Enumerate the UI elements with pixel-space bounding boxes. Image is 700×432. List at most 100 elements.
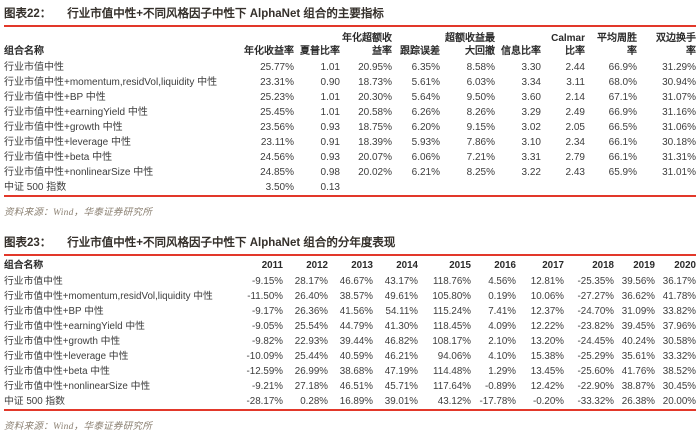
value-cell: 18.39% bbox=[358, 137, 392, 148]
value-cell: 3.02 bbox=[521, 122, 541, 133]
value-cell: 115.24% bbox=[433, 306, 471, 317]
value-cell: 1.01 bbox=[320, 92, 340, 103]
portfolio-name-cell: 行业市值中性+momentum,residVol,liquidity 中性 bbox=[4, 291, 213, 302]
table-row: 行业市值中性+leverage 中性 23.11% 0.91 18.39% 5.93% 7… bbox=[4, 135, 696, 150]
value-cell: 20.58% bbox=[358, 107, 392, 118]
column-header: 信息比率 bbox=[501, 46, 541, 57]
table-row: 行业市值中性+earningYield 中性 -9.05% 25.54% 44.79%… bbox=[4, 319, 696, 334]
value-cell: 0.91 bbox=[320, 137, 340, 148]
table-row: 中证 500 指数 -28.17% 0.28% 16.89% 39.01% 43.12% -… bbox=[4, 394, 696, 409]
value-cell: 5.93% bbox=[411, 137, 440, 148]
value-cell: 38.68% bbox=[339, 366, 373, 377]
table-row: 行业市值中性+leverage 中性 -10.09% 25.44% 40.59% 46.… bbox=[4, 349, 696, 364]
portfolio-name-cell: 行业市值中性+leverage 中性 bbox=[4, 137, 131, 148]
yearly-table-head: 组合名称 2011 2012 2013 2014 2015 2016 2017 2018 2019… bbox=[4, 258, 696, 274]
value-cell: 35.61% bbox=[621, 351, 655, 362]
value-cell: 26.36% bbox=[294, 306, 328, 317]
yearly-table-body: 行业市值中性 -9.15% 28.17% 46.67% 43.17% 118.76% 4.5… bbox=[4, 274, 696, 409]
column-header: 2012 bbox=[306, 260, 328, 271]
value-cell: 3.11 bbox=[566, 77, 585, 88]
red-divider-top-23 bbox=[4, 254, 696, 256]
figure-23-title: 图表23： 行业市值中性+不同风格因子中性下 AlphaNet 组合的分年度表现 bbox=[4, 236, 696, 254]
figure-22: 图表22： 行业市值中性+不同风格因子中性下 AlphaNet 组合的主要指标 … bbox=[4, 7, 696, 218]
value-cell: 3.10 bbox=[521, 137, 541, 148]
value-cell: 0.28% bbox=[300, 396, 328, 407]
column-header: 2015 bbox=[449, 260, 471, 271]
column-header: 2016 bbox=[494, 260, 516, 271]
value-cell: 44.79% bbox=[339, 321, 373, 332]
value-cell: 15.38% bbox=[530, 351, 564, 362]
value-cell: 68.0% bbox=[608, 77, 637, 88]
value-cell: 12.42% bbox=[530, 381, 564, 392]
value-cell: 0.13 bbox=[320, 182, 340, 193]
source-note-22: 资料来源：Wind，华泰证券研究所 bbox=[4, 208, 153, 218]
value-cell: 54.11% bbox=[385, 306, 419, 317]
value-cell: 43.12% bbox=[437, 396, 471, 407]
value-cell: 114.48% bbox=[433, 366, 471, 377]
value-cell: 5.64% bbox=[411, 92, 440, 103]
portfolio-name-cell: 行业市值中性+earningYield 中性 bbox=[4, 321, 145, 332]
value-cell: 8.58% bbox=[466, 62, 495, 73]
value-cell: 16.89% bbox=[339, 396, 373, 407]
value-cell: 7.86% bbox=[466, 137, 495, 148]
value-cell: 43.17% bbox=[384, 276, 418, 287]
portfolio-name-cell: 行业市值中性+nonlinearSize 中性 bbox=[4, 381, 151, 392]
value-cell: 26.40% bbox=[294, 291, 328, 302]
value-cell: 39.56% bbox=[621, 276, 655, 287]
value-cell: -9.21% bbox=[251, 381, 283, 392]
value-cell: -12.59% bbox=[246, 366, 284, 377]
value-cell: 7.21% bbox=[466, 152, 495, 163]
column-header: 平均周胜 率 bbox=[597, 33, 637, 57]
value-cell: 0.93 bbox=[320, 122, 340, 133]
value-cell: 3.50% bbox=[265, 182, 294, 193]
value-cell bbox=[495, 180, 541, 195]
value-cell: -25.35% bbox=[577, 276, 615, 287]
value-cell: -0.89% bbox=[484, 381, 516, 392]
value-cell: 26.38% bbox=[621, 396, 655, 407]
value-cell: 31.01% bbox=[662, 167, 696, 178]
portfolio-name-cell: 行业市值中性+beta 中性 bbox=[4, 152, 113, 163]
value-cell bbox=[585, 180, 637, 195]
value-cell: 31.06% bbox=[662, 122, 696, 133]
value-cell bbox=[440, 180, 495, 195]
value-cell bbox=[637, 180, 696, 195]
column-header: 组合名称 bbox=[4, 46, 44, 57]
column-header: 夏普比率 bbox=[300, 46, 340, 57]
value-cell: 25.54% bbox=[294, 321, 328, 332]
column-header: 2020 bbox=[674, 260, 696, 271]
portfolio-name-cell: 行业市值中性+growth 中性 bbox=[4, 336, 121, 347]
table-row: 行业市值中性+nonlinearSize 中性 -9.21% 27.18% 46.51… bbox=[4, 379, 696, 394]
value-cell: -28.17% bbox=[246, 396, 284, 407]
value-cell: 5.61% bbox=[411, 77, 440, 88]
value-cell: 31.16% bbox=[662, 107, 696, 118]
value-cell: 36.17% bbox=[662, 276, 696, 287]
value-cell: 46.51% bbox=[339, 381, 373, 392]
value-cell: 49.61% bbox=[384, 291, 418, 302]
value-cell: 41.78% bbox=[662, 291, 696, 302]
value-cell: 6.35% bbox=[411, 62, 440, 73]
value-cell: -9.82% bbox=[251, 336, 283, 347]
value-cell: -27.27% bbox=[577, 291, 615, 302]
value-cell: 24.85% bbox=[260, 167, 294, 178]
value-cell: 13.45% bbox=[530, 366, 564, 377]
value-cell: 8.26% bbox=[466, 107, 495, 118]
value-cell: 46.67% bbox=[339, 276, 373, 287]
header-row: 组合名称 2011 2012 2013 2014 2015 2016 2017 2018 2019… bbox=[4, 258, 696, 274]
portfolio-name-cell: 行业市值中性 bbox=[4, 62, 64, 73]
value-cell: 25.23% bbox=[260, 92, 294, 103]
column-header: 2019 bbox=[633, 260, 655, 271]
value-cell: -0.20% bbox=[532, 396, 564, 407]
value-cell: -24.45% bbox=[577, 336, 615, 347]
value-cell: 41.56% bbox=[339, 306, 373, 317]
column-header: 组合名称 bbox=[4, 260, 44, 271]
metrics-table-head: 组合名称 年化收益率 夏普比率 年化超额收 益率 跟踪误差 超额收益最 大回撤 信息比率 Ca… bbox=[4, 31, 696, 60]
figure-23: 图表23： 行业市值中性+不同风格因子中性下 AlphaNet 组合的分年度表现… bbox=[4, 236, 696, 432]
value-cell: 65.9% bbox=[608, 167, 637, 178]
value-cell: 38.57% bbox=[339, 291, 373, 302]
value-cell: 6.06% bbox=[411, 152, 440, 163]
portfolio-name-cell: 中证 500 指数 bbox=[4, 182, 67, 193]
value-cell: 13.20% bbox=[530, 336, 564, 347]
value-cell: 66.9% bbox=[608, 107, 637, 118]
value-cell: 23.11% bbox=[260, 137, 294, 148]
value-cell: 2.79 bbox=[565, 152, 585, 163]
